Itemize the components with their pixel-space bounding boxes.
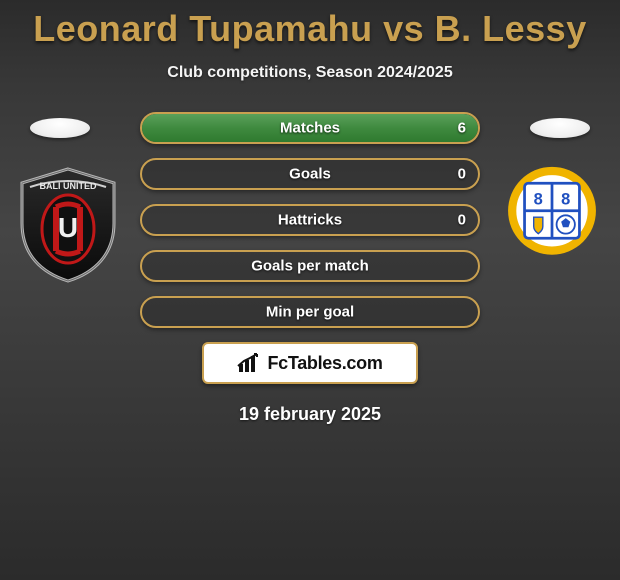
stats-area: 6 Matches 0 Goals 0 Hattricks Goals per match M…: [0, 112, 620, 328]
player-marker-left: [30, 118, 90, 138]
stat-label: Goals: [289, 166, 331, 183]
stat-row: 0 Goals: [0, 158, 620, 190]
stat-value-right: 0: [458, 166, 466, 183]
page-title: Leonard Tupamahu vs B. Lessy: [0, 0, 620, 50]
stat-label: Goals per match: [251, 258, 369, 275]
stat-label: Hattricks: [278, 212, 342, 229]
stat-row: 0 Hattricks: [0, 204, 620, 236]
brand-chart-icon: [237, 352, 263, 374]
infographic-date: 19 february 2025: [0, 404, 620, 425]
stat-pill: 6 Matches: [140, 112, 480, 144]
stat-row: 6 Matches: [0, 112, 620, 144]
stat-label: Min per goal: [266, 304, 354, 321]
player-marker-right: [530, 118, 590, 138]
stat-pill: Min per goal: [140, 296, 480, 328]
stat-row: Min per goal: [0, 296, 620, 328]
stat-pill: Goals per match: [140, 250, 480, 282]
stat-value-right: 0: [458, 212, 466, 229]
stat-value-right: 6: [458, 120, 466, 137]
stat-row: Goals per match: [0, 250, 620, 282]
brand-text: FcTables.com: [267, 353, 382, 374]
stat-pill: 0 Goals: [140, 158, 480, 190]
brand-box: FcTables.com: [202, 342, 418, 384]
page-subtitle: Club competitions, Season 2024/2025: [0, 64, 620, 82]
stat-label: Matches: [280, 120, 340, 137]
stat-pill: 0 Hattricks: [140, 204, 480, 236]
